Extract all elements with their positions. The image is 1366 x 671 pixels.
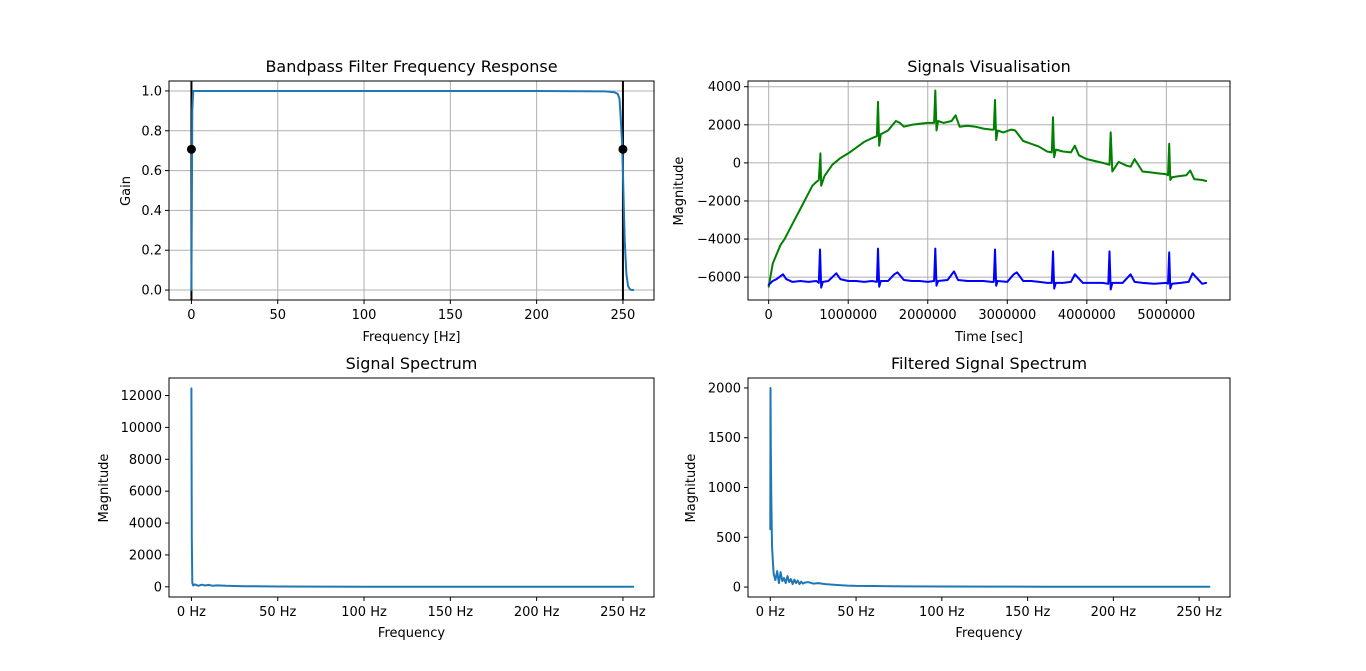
x-tick-label: 2000000 [899, 308, 957, 323]
y-tick-label: 6000 [129, 485, 162, 500]
plot-area [190, 387, 635, 588]
axes-frame [747, 80, 1231, 301]
y-tick-label: 1.0 [141, 84, 162, 99]
x-axis-label: Frequency [Hz] [362, 330, 460, 345]
y-tick-label: 1500 [708, 431, 741, 446]
y-tick-label: 0 [154, 580, 162, 595]
y-axis-label: Magnitude [684, 454, 699, 523]
filtered-spectrum-chart: Filtered Signal Spectrum Frequency Magni… [684, 354, 1231, 641]
x-tick-label: 150 [438, 308, 463, 323]
x-axis-label: Frequency [378, 626, 445, 641]
x-axis-label: Frequency [955, 626, 1022, 641]
series-line [190, 387, 635, 588]
signal-spectrum-chart: Signal Spectrum Frequency Magnitude 0 Hz… [97, 354, 655, 641]
series-line [190, 90, 635, 291]
y-axis-label: Magnitude [672, 157, 687, 226]
x-tick-label: 250 [611, 308, 636, 323]
y-tick-label: −4000 [697, 233, 741, 248]
series-line [767, 247, 1208, 291]
y-tick-label: 4000 [708, 80, 741, 95]
frequency-response-chart: Bandpass Filter Frequency Response Frequ… [119, 57, 655, 345]
ticks: 0 Hz 50 Hz 100 Hz 150 Hz 200 Hz 250 Hz 0 500 100… [708, 381, 1222, 620]
plot-area [190, 90, 635, 291]
cutoff-marker-point [618, 144, 628, 154]
x-tick-label: 150 Hz [1005, 605, 1051, 620]
chart-title: Signal Spectrum [346, 354, 478, 373]
x-tick-label: 1000000 [819, 308, 877, 323]
y-tick-label: 2000 [708, 381, 741, 396]
y-tick-label: 1000 [708, 481, 741, 496]
ticks: 0 50 100 150 200 250 0.0 0.2 0.4 0.6 0.8 1.0 [141, 84, 635, 323]
x-tick-label: 200 [524, 308, 549, 323]
series-line [769, 387, 1211, 588]
y-tick-label: 10000 [121, 421, 162, 436]
y-axis-label: Magnitude [97, 454, 112, 523]
y-tick-label: 0.8 [141, 124, 162, 139]
y-tick-label: 0 [733, 156, 741, 171]
x-tick-label: 5000000 [1137, 308, 1195, 323]
x-tick-label: 250 Hz [1176, 605, 1222, 620]
chart-title: Filtered Signal Spectrum [891, 354, 1087, 373]
x-tick-label: 0 [187, 308, 195, 323]
x-tick-label: 4000000 [1058, 308, 1116, 323]
y-tick-label: 0.2 [141, 244, 162, 259]
x-tick-label: 100 Hz [919, 605, 965, 620]
chart-title: Bandpass Filter Frequency Response [265, 57, 557, 76]
x-tick-label: 50 Hz [259, 605, 296, 620]
cutoff-marker-point [186, 144, 196, 154]
x-tick-label: 200 Hz [514, 605, 560, 620]
x-tick-label: 0 Hz [756, 605, 785, 620]
y-tick-label: 0 [733, 581, 741, 596]
ticks: 0 1000000 2000000 3000000 4000000 5000000 −600… [697, 80, 1195, 323]
plot-area [767, 89, 1208, 291]
series-line [767, 89, 1208, 288]
x-tick-label: 50 Hz [837, 605, 874, 620]
y-tick-label: 0.4 [141, 204, 162, 219]
y-tick-label: 4000 [129, 517, 162, 532]
y-tick-label: 12000 [121, 389, 162, 404]
y-tick-label: −6000 [697, 271, 741, 286]
signals-chart: Signals Visualisation Time [sec] Magnitu… [672, 57, 1231, 345]
ticks: 0 Hz 50 Hz 100 Hz 150 Hz 200 Hz 250 Hz 0 2000 40… [121, 389, 646, 620]
y-tick-label: 2000 [708, 118, 741, 133]
x-tick-label: 0 Hz [177, 605, 206, 620]
x-tick-label: 150 Hz [428, 605, 474, 620]
y-axis-label: Gain [119, 176, 134, 206]
cutoff-markers [186, 144, 628, 154]
y-tick-label: 2000 [129, 548, 162, 563]
x-tick-label: 200 Hz [1091, 605, 1137, 620]
x-tick-label: 50 [269, 308, 286, 323]
y-tick-label: 0.6 [141, 164, 162, 179]
grid [748, 81, 1230, 300]
x-tick-label: 100 [352, 308, 377, 323]
axes-frame [168, 377, 655, 598]
chart-title: Signals Visualisation [907, 57, 1071, 76]
x-axis-label: Time [sec] [954, 330, 1023, 345]
axes-frame [168, 80, 655, 301]
y-tick-label: 0.0 [141, 284, 162, 299]
x-tick-label: 250 Hz [600, 605, 646, 620]
y-tick-label: 8000 [129, 453, 162, 468]
y-tick-label: 500 [716, 531, 741, 546]
x-tick-label: 100 Hz [341, 605, 387, 620]
plot-area [769, 387, 1211, 588]
y-tick-label: −2000 [697, 194, 741, 209]
x-tick-label: 3000000 [978, 308, 1036, 323]
x-tick-label: 0 [765, 308, 773, 323]
